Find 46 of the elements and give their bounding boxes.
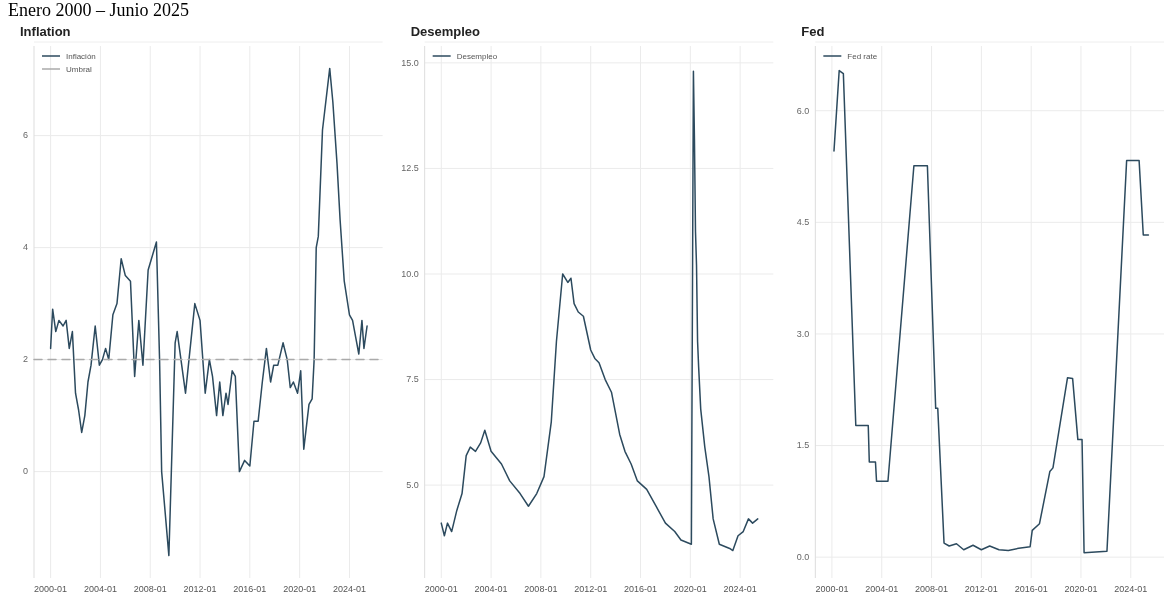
x-tick-label: 2024-01 [723, 584, 757, 594]
x-tick-label: 2016-01 [233, 584, 267, 594]
x-tick-label: 2008-01 [133, 584, 167, 594]
x-tick-label: 2016-01 [623, 584, 658, 594]
chart-title: Desempleo [410, 24, 481, 39]
y-tick-label: 6 [22, 130, 28, 141]
x-tick-label: 2024-01 [1114, 584, 1148, 594]
y-tick-label: 4 [22, 242, 28, 253]
legend-label: Umbral [66, 64, 92, 74]
legend-label: Desempleo [456, 51, 498, 61]
line-series [440, 70, 759, 552]
x-tick-label: 2004-01 [865, 584, 899, 594]
y-tick-label: 0.0 [796, 552, 810, 563]
x-tick-label: 2004-01 [83, 584, 117, 594]
x-tick-label: 2000-01 [34, 584, 68, 594]
chart-title: Inflation [20, 24, 71, 39]
y-tick-label: 4.5 [796, 217, 810, 228]
chart-title: Fed [801, 24, 825, 39]
y-tick-label: 12.5 [401, 163, 419, 174]
y-tick-label: 7.5 [406, 374, 419, 385]
x-tick-label: 2024-01 [332, 584, 366, 594]
x-tick-label: 2008-01 [524, 584, 558, 594]
legend-label: Fed rate [847, 51, 878, 61]
y-tick-label: 3.0 [796, 328, 810, 339]
y-tick-label: 2 [22, 354, 28, 365]
x-tick-label: 2000-01 [815, 584, 849, 594]
x-tick-label: 2012-01 [183, 584, 217, 594]
x-tick-label: 2012-01 [964, 584, 998, 594]
x-tick-label: 2004-01 [474, 584, 508, 594]
x-tick-label: 2000-01 [424, 584, 458, 594]
y-tick-label: 6.0 [796, 105, 810, 116]
x-tick-label: 2020-01 [1064, 584, 1098, 594]
y-tick-label: 0 [22, 466, 28, 477]
x-tick-label: 2016-01 [1014, 584, 1048, 594]
chart-subtitle: Enero 2000 – Junio 2025 [8, 0, 189, 20]
x-tick-label: 2008-01 [915, 584, 949, 594]
line-series [49, 67, 368, 557]
line-series [833, 69, 1150, 554]
y-tick-label: 5.0 [406, 479, 419, 490]
legend-label: Inflación [66, 51, 96, 61]
y-tick-label: 10.0 [401, 268, 419, 279]
y-tick-label: 15.0 [401, 57, 419, 68]
x-tick-label: 2020-01 [673, 584, 707, 594]
x-tick-label: 2020-01 [283, 584, 317, 594]
x-tick-label: 2012-01 [574, 584, 608, 594]
y-tick-label: 1.5 [796, 440, 810, 451]
